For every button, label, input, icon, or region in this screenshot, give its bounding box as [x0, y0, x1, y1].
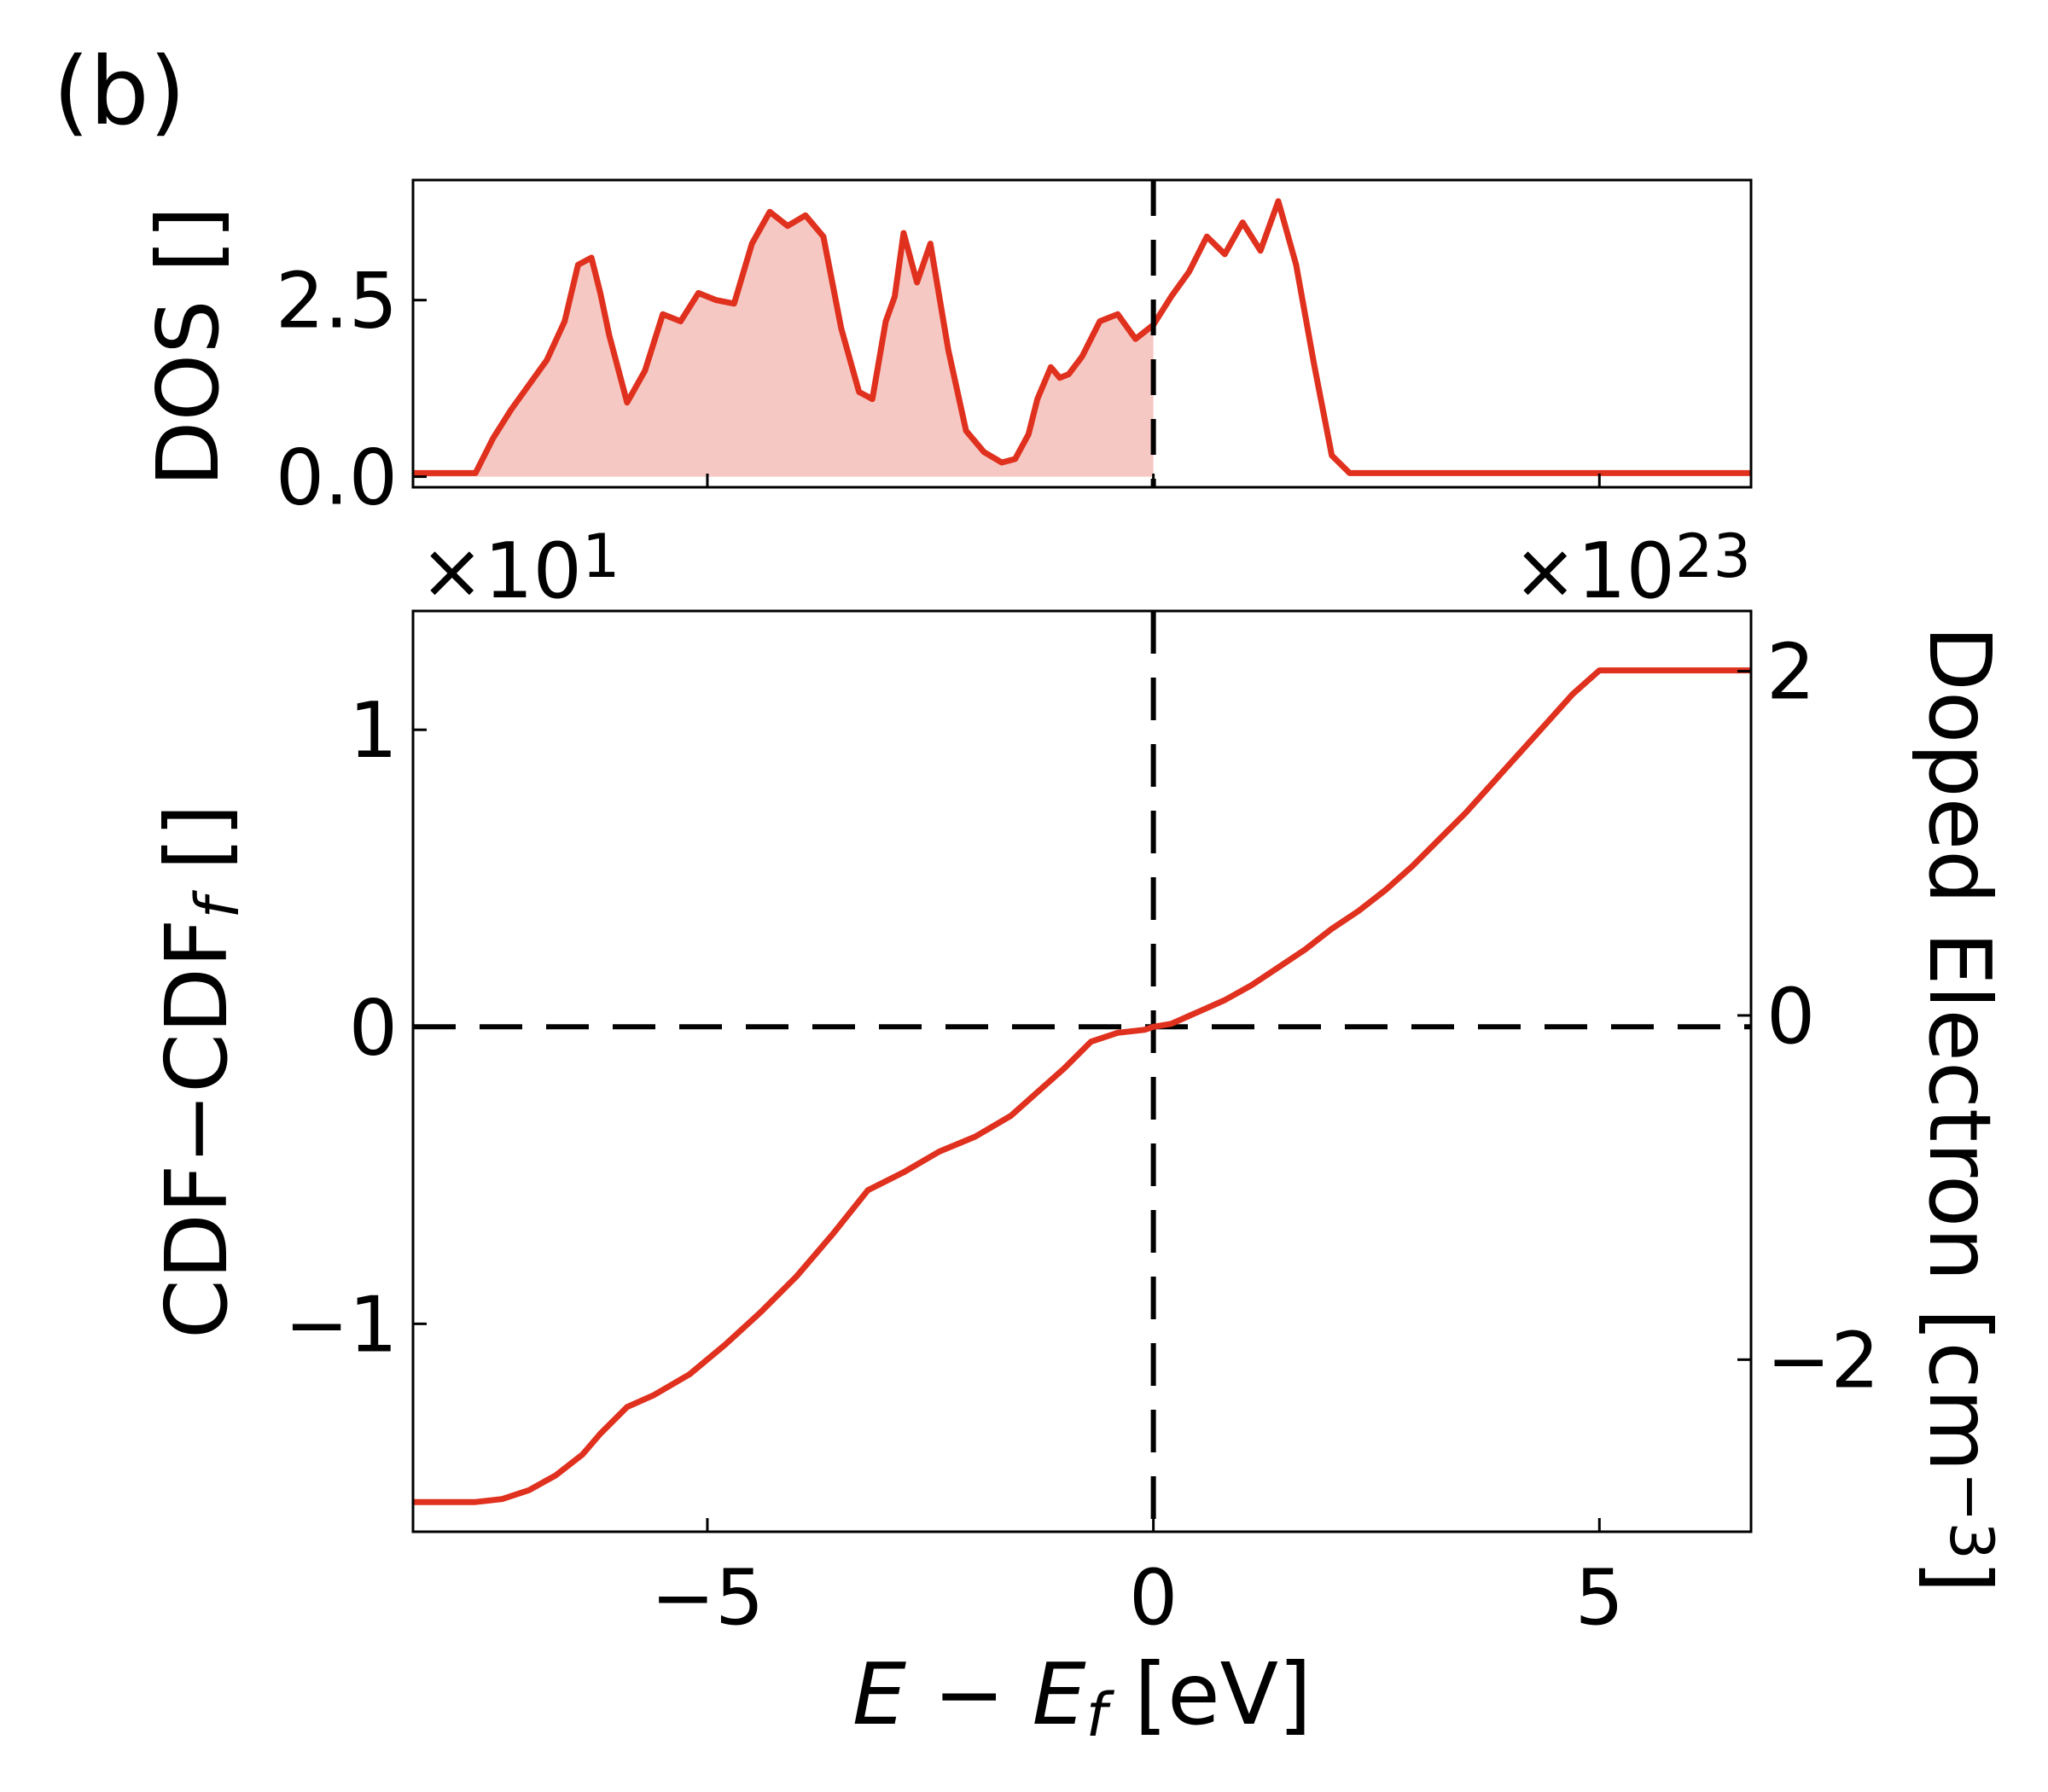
cdf-right-y-ticks: −2 0 2 [1737, 628, 1880, 1405]
cdf-y-tick-label: 1 [349, 686, 398, 776]
cdf-panel: −5 0 5 −1 0 1 −2 0 2 ×1023 E − Ef [eV] CDF−CDF… [147, 521, 2010, 1751]
dos-y-offset-label: ×101 [420, 521, 620, 617]
cdf-x-tick-label: −5 [651, 1553, 765, 1643]
cdf-x-ticks: −5 0 5 [651, 1518, 1624, 1643]
dos-x-ticks [706, 474, 1601, 487]
cdf-right-offset-label: ×1023 [1513, 521, 1751, 617]
cdf-series-line [413, 667, 1751, 1505]
x-axis-label: E − Ef [eV] [852, 1644, 1312, 1750]
dos-occupied-fill [413, 212, 1154, 477]
dos-y-axis-label: DOS [] [138, 206, 238, 486]
cdf-axes-frame [411, 609, 1753, 1533]
cdf-y-axis-label: CDF−CDFf [] [147, 804, 253, 1339]
cdf-right-y-tick-label: −2 [1766, 1316, 1880, 1405]
right-y-axis-label: Doped Electron [cm−3] [1910, 625, 2010, 1593]
cdf-y-tick-label: −1 [284, 1280, 398, 1370]
dos-y-tick-label: 2.5 [276, 257, 398, 346]
cdf-y-ticks: −1 0 1 [284, 686, 427, 1370]
cdf-y-tick-label: 0 [349, 983, 398, 1073]
dos-panel: 0.0 2.5 DOS [] ×101 [138, 178, 1753, 617]
dos-y-ticks: 0.0 2.5 [276, 257, 427, 523]
cdf-right-y-tick-label: 0 [1766, 972, 1815, 1062]
cdf-x-tick-label: 5 [1575, 1553, 1624, 1643]
dos-series-line [413, 198, 1751, 476]
dos-axes-frame [411, 178, 1753, 489]
cdf-right-y-tick-label: 2 [1766, 628, 1815, 718]
dos-y-tick-label: 0.0 [276, 433, 398, 523]
cdf-x-tick-label: 0 [1129, 1553, 1178, 1643]
panel-label: (b) [53, 37, 186, 146]
